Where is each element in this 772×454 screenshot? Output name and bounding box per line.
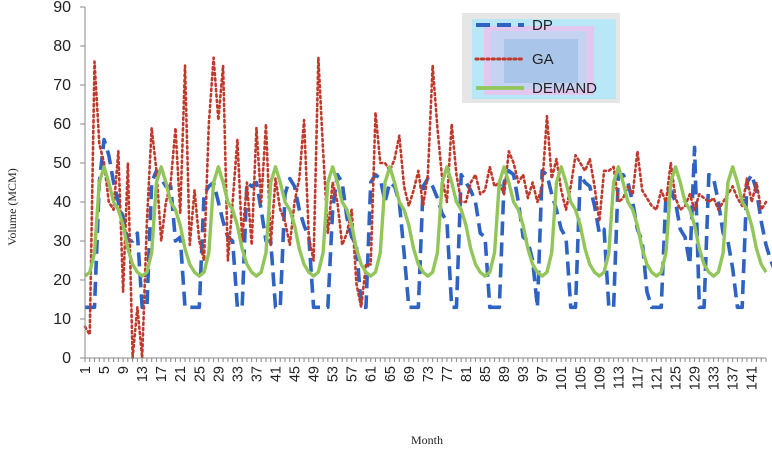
y-tick-label: 50	[53, 155, 71, 172]
y-axis-title: Volume (MCM)	[5, 168, 19, 245]
x-tick-label: 105	[573, 366, 589, 390]
series-layer	[83, 56, 772, 360]
x-tick-label: 17	[154, 366, 170, 382]
series-line-dp	[85, 137, 772, 310]
x-tick-label: 121	[649, 366, 665, 390]
y-axis-ticks: 0 10 20 30 40 50 60 70 80 90	[53, 0, 85, 367]
y-tick-label: 10	[53, 311, 71, 328]
legend-label-dp: DP	[532, 17, 553, 34]
x-tick-label: 97	[535, 366, 551, 382]
y-tick-label: 20	[53, 272, 71, 289]
x-tick-label: 117	[630, 366, 646, 389]
x-tick-label: 53	[326, 366, 342, 382]
legend: DP GA DEMAND	[462, 13, 620, 103]
x-tick-label: 29	[211, 366, 227, 382]
x-tick-label: 81	[459, 366, 475, 382]
legend-label-demand: DEMAND	[532, 80, 597, 97]
x-tick-label: 33	[230, 366, 246, 382]
x-tick-label: 21	[173, 366, 189, 382]
x-tick-label: 13	[135, 366, 151, 382]
x-tick-label: 125	[669, 366, 685, 390]
x-tick-label: 45	[288, 366, 304, 382]
legend-items: DP GA DEMAND	[474, 17, 597, 97]
x-tick-label: 129	[688, 366, 704, 390]
x-tick-label: 5	[97, 366, 113, 374]
y-tick-label: 80	[53, 38, 71, 55]
x-tick-label: 25	[192, 366, 208, 382]
y-tick-label: 90	[53, 0, 71, 16]
x-tick-label: 133	[707, 366, 723, 390]
x-tick-label: 57	[345, 366, 361, 382]
x-tick-label: 137	[726, 366, 742, 390]
series-line-demand	[83, 165, 768, 278]
x-tick-label: 109	[592, 366, 608, 390]
x-tick-label: 85	[478, 366, 494, 382]
x-tick-label: 1	[78, 366, 94, 374]
y-tick-label: 60	[53, 116, 71, 133]
x-tick-label: 9	[116, 366, 132, 374]
x-tick-label: 113	[611, 366, 627, 389]
x-tick-label: 69	[402, 366, 418, 382]
series-line-ga	[83, 56, 768, 360]
x-tick-label: 141	[745, 366, 761, 390]
y-tick-label: 0	[62, 350, 71, 367]
y-tick-label: 70	[53, 77, 71, 94]
x-tick-label: 37	[249, 366, 265, 382]
x-tick-label: 101	[554, 366, 570, 390]
y-tick-label: 40	[53, 194, 71, 211]
x-tick-label: 65	[383, 366, 399, 382]
x-axis-ticks: 1 5 9 13 17 21 25 29 33 37 41 45 49 53 57 61 65 69 73 77 81 8…	[78, 358, 767, 390]
x-tick-label: 41	[268, 366, 284, 382]
x-tick-label: 89	[497, 366, 513, 382]
x-tick-label: 61	[364, 366, 380, 382]
legend-label-ga: GA	[532, 51, 554, 68]
x-tick-label: 73	[421, 366, 437, 382]
x-tick-label: 93	[516, 366, 532, 382]
x-tick-label: 77	[440, 366, 456, 382]
x-tick-label: 49	[307, 366, 323, 382]
x-axis-title: Month	[411, 433, 443, 447]
legend-backdrop-4	[504, 39, 578, 83]
y-tick-label: 30	[53, 233, 71, 250]
